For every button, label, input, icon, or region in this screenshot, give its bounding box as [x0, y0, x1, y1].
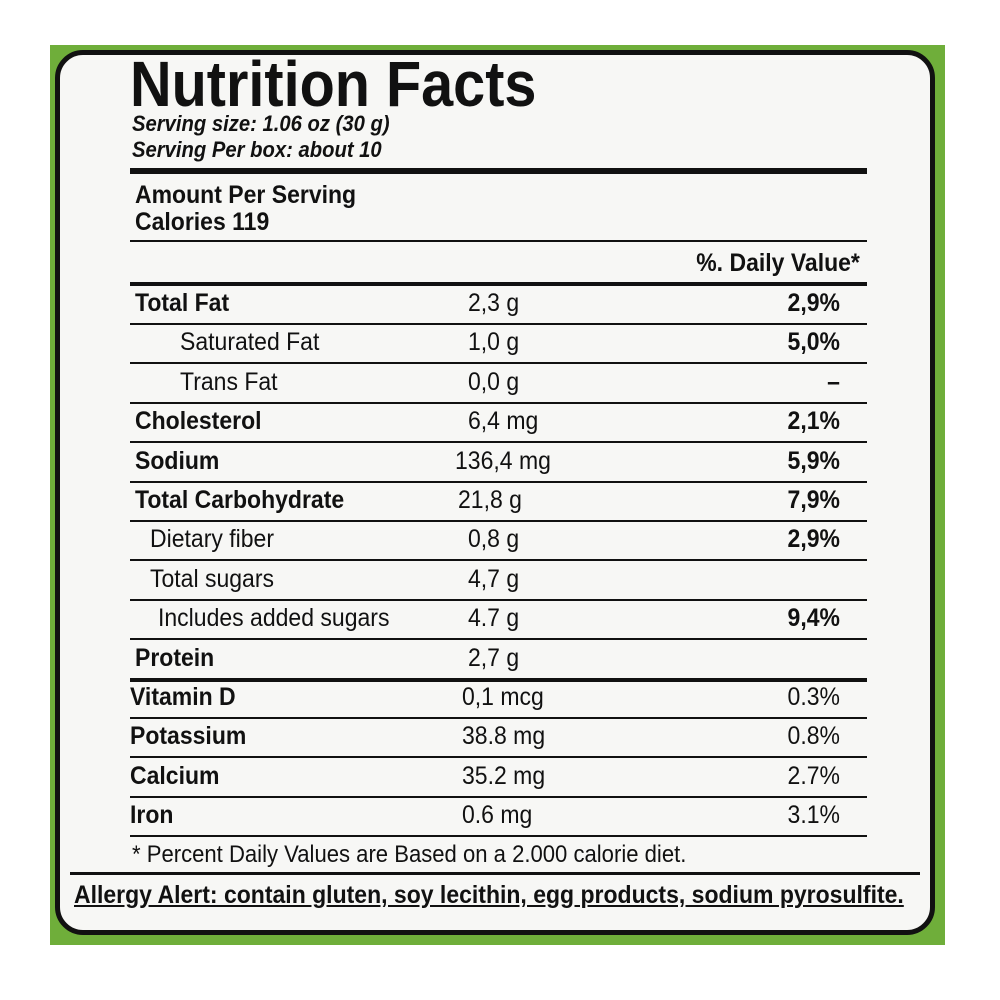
row-divider: [130, 638, 867, 641]
nutrient-name: Iron: [130, 801, 174, 830]
row-divider: [130, 677, 867, 682]
daily-value: 2,9%: [787, 525, 840, 554]
servings-per-box: Serving Per box: about 10: [132, 137, 382, 162]
row-divider: [130, 717, 867, 719]
nutrient-name: Total Fat: [135, 289, 230, 317]
nutrient-amount: 0,0 g: [468, 367, 520, 396]
daily-value: 7,9%: [787, 486, 840, 514]
nutrient-name: Calcium: [130, 761, 220, 790]
nutrient-name: Vitamin D: [130, 683, 236, 711]
nutrient-amount: 38.8 mg: [462, 722, 546, 751]
nutrient-amount: 0,1 mcg: [462, 683, 544, 711]
nutrient-name: Potassium: [130, 722, 247, 751]
nutrition-label: [55, 50, 935, 935]
daily-value: 9,4%: [787, 604, 840, 633]
nutrient-amount: 4,7 g: [468, 564, 520, 593]
daily-value: 5,9%: [787, 446, 840, 475]
row-divider: [130, 362, 867, 365]
row-divider: [130, 323, 867, 325]
row-divider: [130, 401, 867, 404]
daily-value: 2,1%: [787, 407, 840, 436]
row-divider: [130, 520, 867, 522]
nutrient-amount: 1,0 g: [468, 328, 520, 357]
divider: [70, 872, 920, 875]
daily-value-header: %. Daily Value*: [696, 249, 860, 277]
nutrient-amount: 2,7 g: [468, 643, 520, 672]
nutrient-amount: 6,4 mg: [468, 407, 539, 436]
title: Nutrition Facts: [130, 48, 537, 120]
nutrient-name: Trans Fat: [180, 367, 278, 396]
nutrient-name: Total Carbohydrate: [135, 486, 345, 514]
row-divider: [130, 795, 867, 798]
nutrient-name: Sodium: [135, 446, 220, 475]
daily-value: 0.3%: [787, 683, 840, 711]
divider: [130, 282, 867, 286]
nutrient-name: Protein: [135, 643, 215, 672]
row-divider: [130, 756, 867, 759]
nutrient-amount: 21,8 g: [458, 486, 522, 514]
allergy-alert: Allergy Alert: contain gluten, soy lecit…: [74, 881, 904, 909]
daily-value: –: [827, 367, 840, 396]
divider: [130, 168, 867, 174]
footnote: * Percent Daily Values are Based on a 2.…: [132, 841, 687, 868]
serving-size: Serving size: 1.06 oz (30 g): [132, 111, 390, 136]
nutrient-name: Dietary fiber: [150, 525, 274, 554]
calories: Calories 119: [135, 208, 270, 236]
nutrient-amount: 4.7 g: [468, 604, 520, 633]
row-divider: [130, 598, 867, 601]
daily-value: 3.1%: [787, 801, 840, 830]
nutrient-amount: 136,4 mg: [455, 446, 551, 475]
amount-per-serving: Amount Per Serving: [135, 181, 357, 209]
nutrient-amount: 0,8 g: [468, 525, 520, 554]
daily-value: 0.8%: [787, 722, 840, 751]
daily-value: 5,0%: [787, 328, 840, 357]
nutrient-amount: 35.2 mg: [462, 761, 546, 790]
nutrient-name: Saturated Fat: [180, 328, 320, 357]
nutrient-amount: 2,3 g: [468, 289, 520, 317]
daily-value: 2.7%: [787, 761, 840, 790]
daily-value: 2,9%: [787, 289, 840, 317]
row-divider: [130, 835, 867, 838]
row-divider: [130, 559, 867, 562]
nutrient-name: Total sugars: [150, 564, 275, 593]
divider: [130, 240, 867, 242]
row-divider: [130, 441, 867, 444]
row-divider: [130, 480, 867, 483]
nutrient-amount: 0.6 mg: [462, 801, 533, 830]
nutrient-name: Cholesterol: [135, 407, 262, 436]
nutrient-name: Includes added sugars: [158, 604, 390, 633]
